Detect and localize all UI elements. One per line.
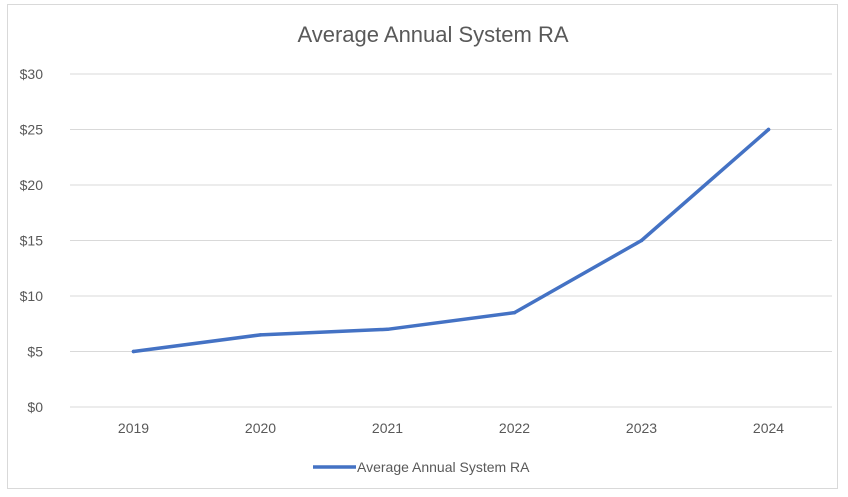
series-line [131,127,771,354]
data-point [512,310,517,315]
x-tick-label: 2023 [626,420,657,436]
x-tick-label: 2024 [753,420,784,436]
y-tick-label: $30 [20,66,44,82]
x-tick-label: 2020 [245,420,276,436]
y-tick-label: $20 [20,177,44,193]
data-point [766,127,771,132]
x-tick-label: 2019 [118,420,149,436]
y-tick-label: $5 [27,344,43,360]
x-tick-label: 2021 [372,420,403,436]
y-tick-label: $0 [27,399,43,415]
x-axis-ticks: 2019 2020 2021 2022 2023 2024 [118,420,784,436]
y-tick-label: $25 [20,122,44,138]
data-point [385,327,390,332]
y-tick-label: $15 [20,233,44,249]
chart-frame [7,4,838,489]
legend: Average Annual System RA [313,459,530,475]
legend-label: Average Annual System RA [357,459,530,475]
x-tick-label: 2022 [499,420,530,436]
y-axis-ticks: $0 $5 $10 $15 $20 $25 $30 [20,66,44,415]
chart-title: Average Annual System RA [297,22,568,47]
gridlines [70,73,832,408]
y-tick-label: $10 [20,288,44,304]
data-point [131,349,136,354]
series-lines [131,127,771,354]
data-point [258,333,263,337]
data-point [639,238,644,243]
